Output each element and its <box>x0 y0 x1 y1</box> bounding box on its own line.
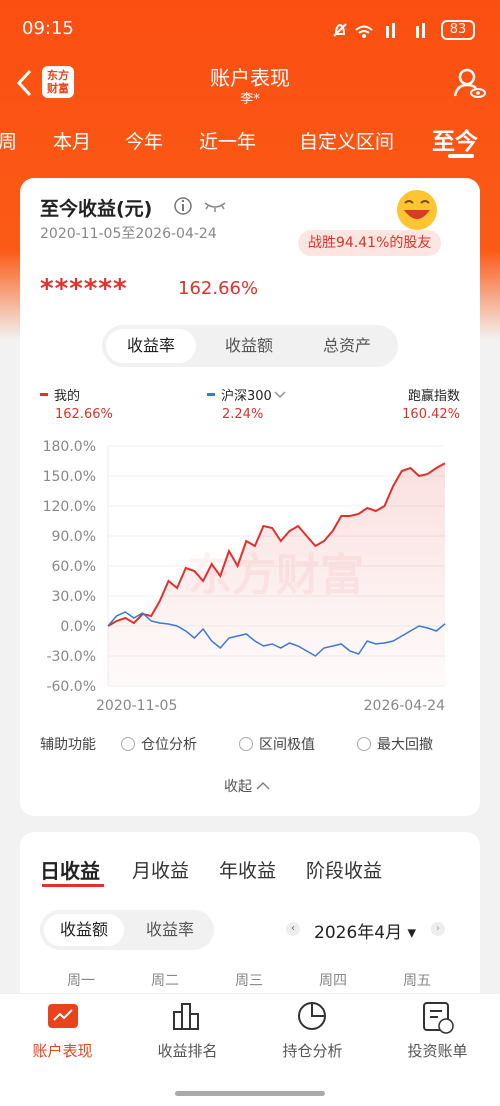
legend-value: 2.24% <box>222 407 264 422</box>
collapse-button[interactable]: 收起 <box>224 776 274 796</box>
radio <box>239 737 253 751</box>
series-line <box>107 462 446 627</box>
y-tick-label: 90.0% <box>52 529 96 545</box>
earnings-tab[interactable]: 年收益 <box>219 860 277 882</box>
tab[interactable]: 周 <box>0 131 18 153</box>
legend-label: 沪深300 <box>221 389 272 404</box>
toggle-option[interactable]: 收益率 <box>145 920 194 939</box>
y-tick-label: 30.0% <box>52 589 96 605</box>
toggle-active[interactable]: 收益额 <box>44 914 124 946</box>
month-picker[interactable]: 2026年4月 ▾ <box>314 923 417 943</box>
month-label: 2026年4月 <box>314 923 403 943</box>
option-label: 仓位分析 <box>141 737 197 753</box>
x-tick-label: 2020-11-05 <box>96 698 177 714</box>
tab[interactable]: 今年 <box>125 131 164 153</box>
tab-active[interactable]: 至今 <box>432 129 478 155</box>
collapse-label: 收起 <box>224 779 252 795</box>
nav-item[interactable]: 投资账单 <box>407 1042 468 1060</box>
nav-item-active[interactable]: 账户表现 <box>32 1042 93 1060</box>
logo-text: 东方 <box>47 69 69 82</box>
nav-icons <box>48 1002 454 1034</box>
total-return: 162.66% <box>178 278 259 299</box>
outperform-value: 160.42% <box>402 407 460 422</box>
tab[interactable]: 自定义区间 <box>299 131 395 153</box>
segment[interactable]: 收益额 <box>224 336 273 355</box>
logo: 东方 财富 <box>42 66 74 98</box>
date-range: 2020-11-05至2026-04-24 <box>40 226 217 242</box>
next-month[interactable]: › <box>431 922 445 936</box>
y-tick-label: 120.0% <box>43 499 96 515</box>
card-title: 至今收益(元) <box>40 198 153 220</box>
option[interactable]: 区间极值 <box>239 734 315 754</box>
status-time: 09:15 <box>22 18 74 39</box>
legend-value: 162.66% <box>55 407 113 422</box>
page-title: 账户表现 <box>210 66 290 90</box>
legend-label: 我的 <box>54 389 81 404</box>
y-tick-label: -60.0% <box>46 679 96 695</box>
tab[interactable]: 本月 <box>53 131 92 153</box>
options-label: 辅助功能 <box>40 737 96 753</box>
nav-item[interactable]: 收益排名 <box>157 1042 218 1060</box>
tab-indicator <box>42 884 104 887</box>
status-icons <box>333 23 425 38</box>
weekday: 周四 <box>319 973 347 989</box>
segment[interactable]: 总资产 <box>322 336 371 355</box>
legend-swatch <box>40 393 48 396</box>
series-area <box>108 463 445 686</box>
home-indicator <box>175 1091 325 1096</box>
tab-indicator <box>448 154 474 158</box>
legend-entry[interactable]: 沪深300 <box>207 385 288 404</box>
collapse-icon <box>256 782 270 790</box>
option[interactable]: 最大回撤 <box>357 734 433 754</box>
emoji <box>397 190 437 230</box>
battery: 83 <box>441 20 475 40</box>
masked-amount: ****** <box>40 274 128 304</box>
radio <box>121 737 135 751</box>
page-subtitle: 李* <box>240 92 260 107</box>
weekday: 周五 <box>403 973 431 989</box>
y-tick-label: 60.0% <box>52 559 96 575</box>
segment-active[interactable]: 收益率 <box>106 329 196 363</box>
weekday: 周二 <box>151 973 179 989</box>
dropdown-icon <box>274 391 286 398</box>
series-line <box>107 611 446 657</box>
legend-entry: 我的 <box>40 385 80 404</box>
earnings-tab[interactable]: 月收益 <box>132 860 190 882</box>
y-tick-label: 180.0% <box>43 439 96 455</box>
earnings-tab-active[interactable]: 日收益 <box>40 859 100 883</box>
legend-swatch <box>207 393 215 396</box>
weekday: 周一 <box>67 973 95 989</box>
earnings-tab[interactable]: 阶段收益 <box>306 860 383 882</box>
option[interactable]: 仓位分析 <box>121 734 197 754</box>
profile-button[interactable] <box>452 66 486 100</box>
prev-month[interactable]: ‹ <box>286 922 300 936</box>
y-tick-label: 150.0% <box>43 469 96 485</box>
logo-text: 财富 <box>47 82 69 95</box>
y-tick-label: -30.0% <box>46 649 96 665</box>
bottom-nav <box>0 993 500 1106</box>
outperform-label: 跑赢指数 <box>407 389 460 404</box>
option-label: 区间极值 <box>259 737 315 753</box>
radio <box>357 737 371 751</box>
option-label: 最大回撤 <box>377 737 433 753</box>
weekday: 周三 <box>235 973 263 989</box>
x-tick-label: 2026-04-24 <box>364 698 445 714</box>
nav-item[interactable]: 持仓分析 <box>282 1042 343 1060</box>
card-icons[interactable] <box>172 194 232 218</box>
y-tick-label: 0.0% <box>60 619 96 635</box>
tab[interactable]: 近一年 <box>199 131 257 153</box>
badge: 战胜94.41%的股友 <box>298 230 442 256</box>
back-button[interactable] <box>14 68 34 98</box>
